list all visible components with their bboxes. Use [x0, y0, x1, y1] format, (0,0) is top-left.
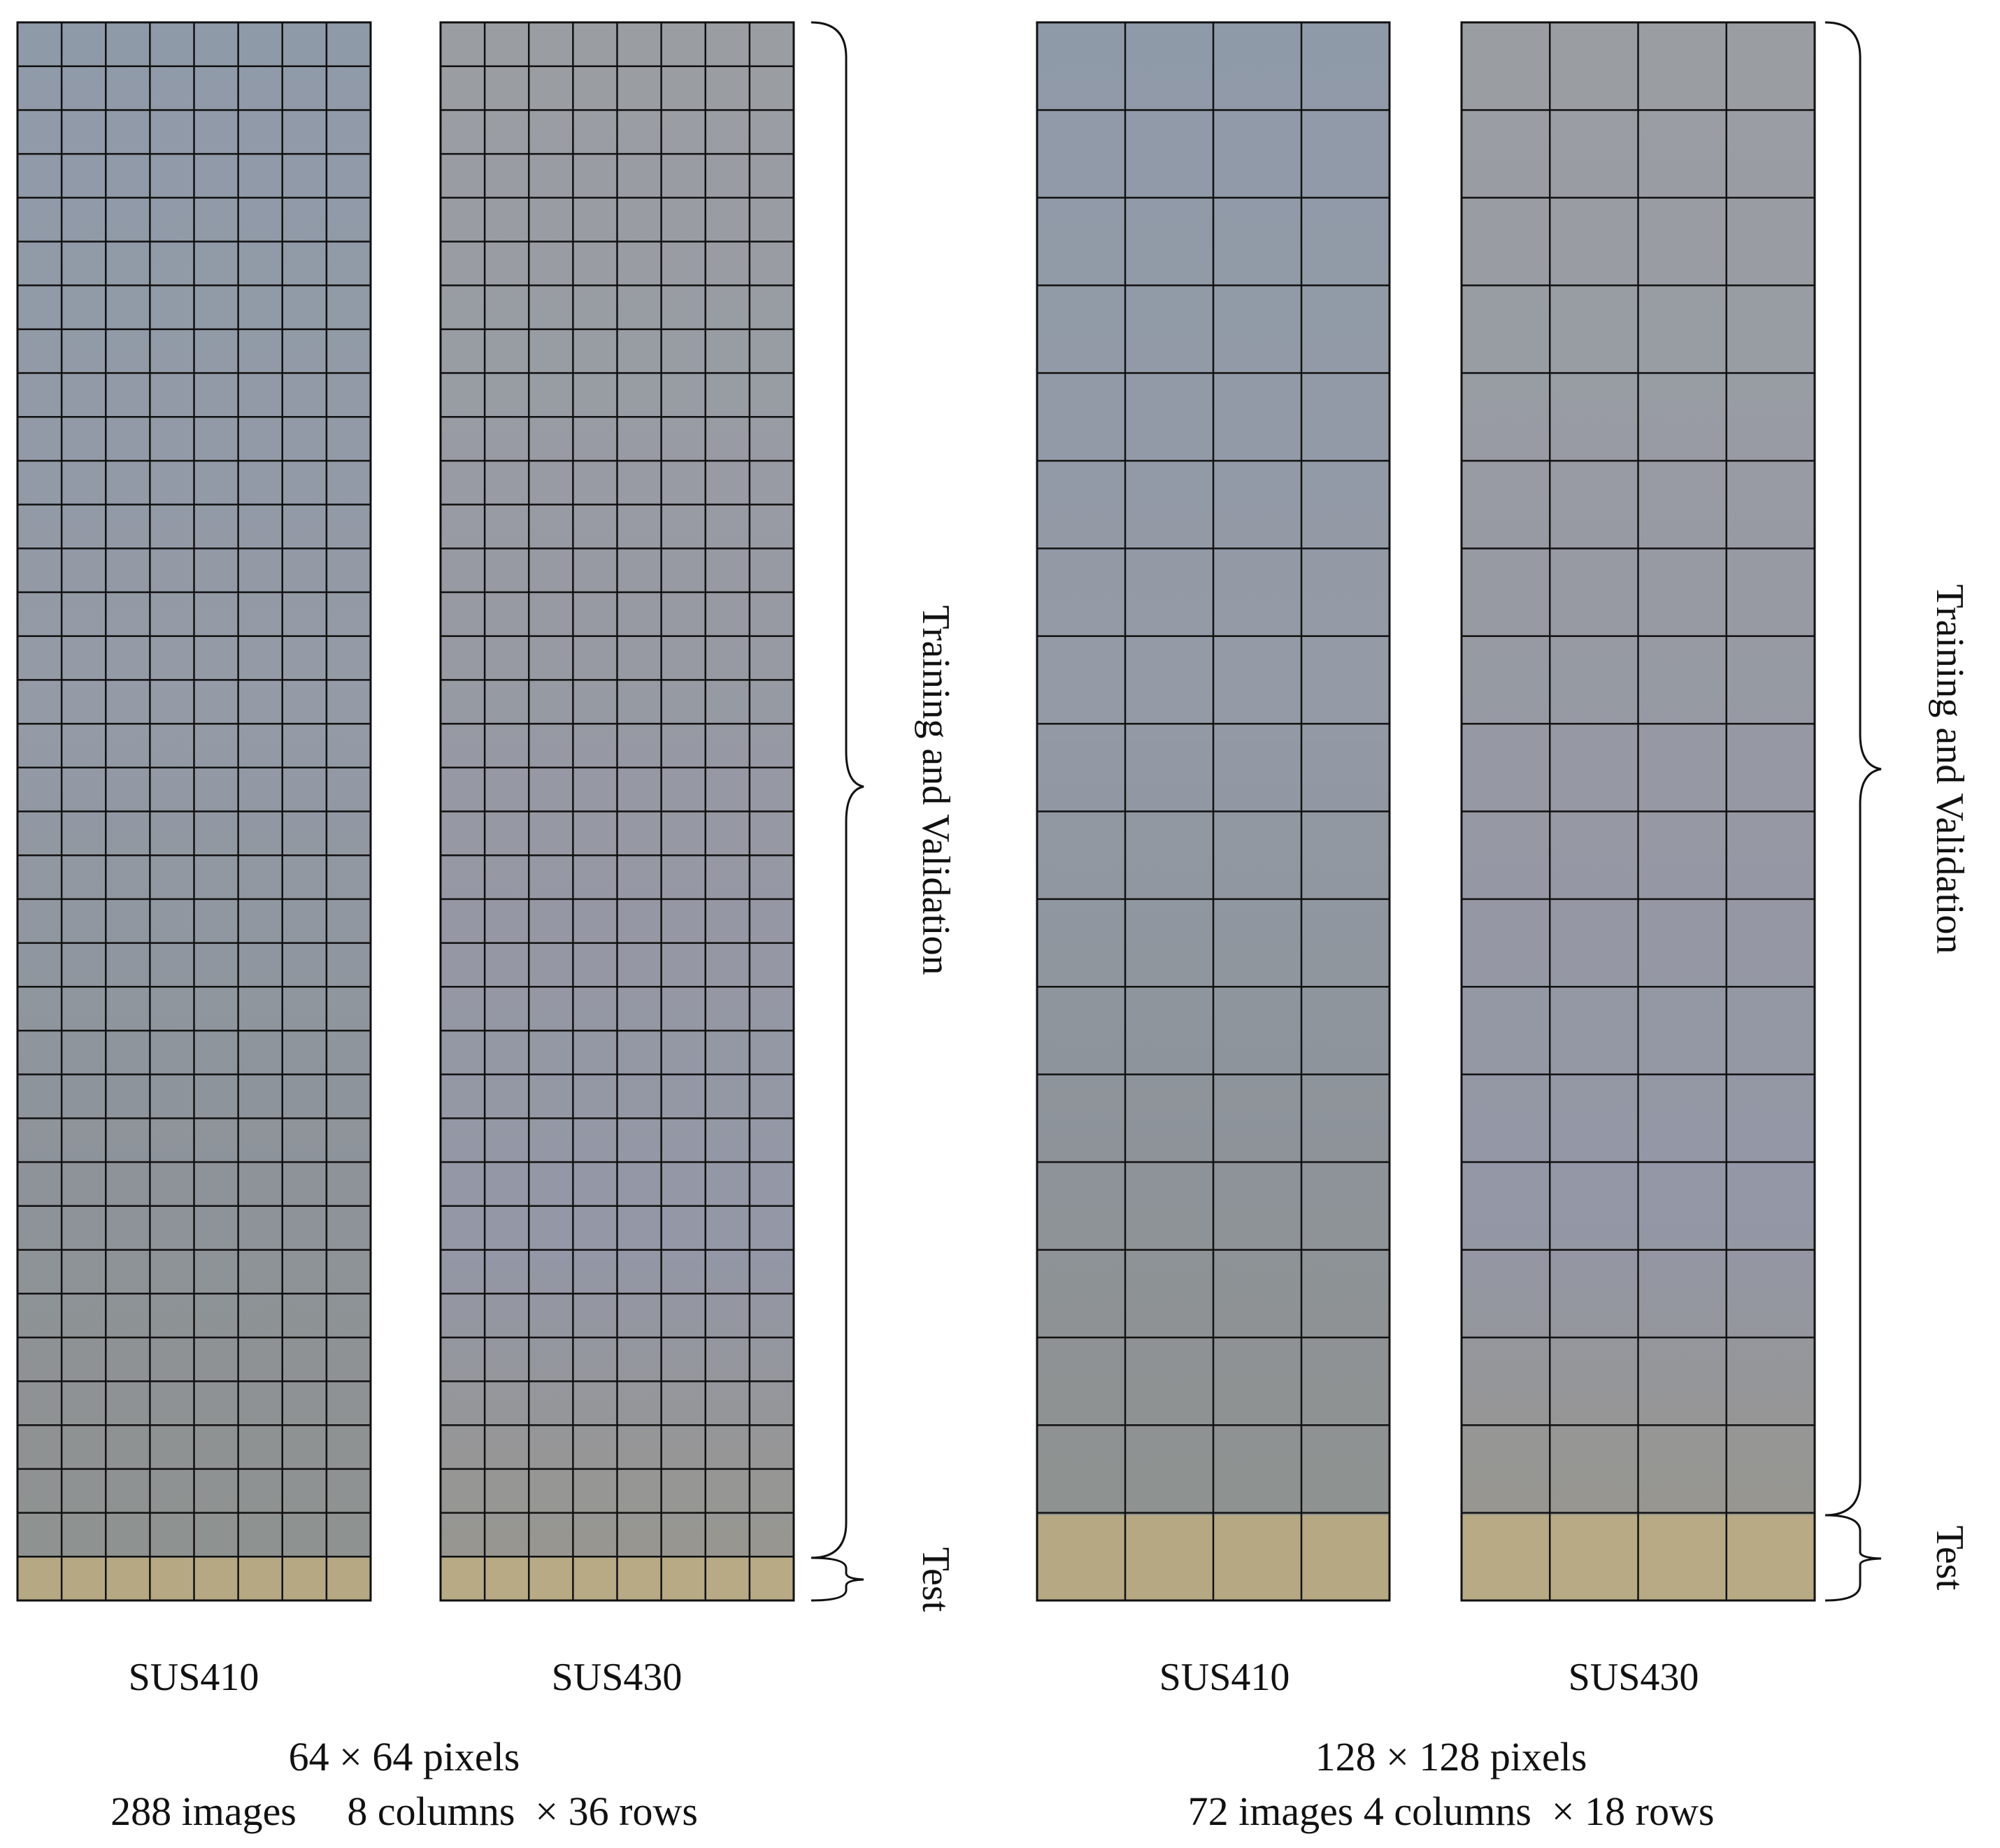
strip-sus410-128: [1036, 21, 1391, 1602]
tile-grid: [16, 21, 372, 1602]
brace-test-128: [1824, 1514, 1882, 1602]
caption-size-64: 64 × 64 pixels: [289, 1734, 520, 1779]
strip-label-sus430-64: SUS430: [552, 1656, 683, 1699]
strip-sus410-64: [16, 21, 372, 1602]
caption-count-128: 72 images 4 columns × 18 rows: [1188, 1789, 1715, 1834]
caption-count-64: 288 images 8 columns × 36 rows: [110, 1789, 698, 1834]
label-train-validation-128: Training and Validation: [1928, 585, 1971, 954]
caption-size-128: 128 × 128 pixels: [1315, 1734, 1587, 1779]
label-train-validation-64: Training and Validation: [914, 606, 957, 975]
brace-test-64: [810, 1556, 864, 1602]
tile-grid: [1460, 21, 1816, 1602]
brace-train-64: [810, 21, 864, 1559]
label-test-128: Test: [1928, 1526, 1971, 1591]
panel-128px: Training and Validation Test SUS410 SUS4…: [1036, 21, 1971, 1834]
strip-label-sus410-64: SUS410: [129, 1656, 259, 1699]
strip-sus430-128: [1460, 21, 1816, 1602]
strip-label-sus410-128: SUS410: [1159, 1656, 1290, 1699]
panel-64px: Training and Validation Test SUS410 SUS4…: [16, 21, 957, 1834]
brace-train-128: [1824, 21, 1882, 1517]
strip-sus430-64: [439, 21, 795, 1602]
label-test-64: Test: [914, 1547, 957, 1612]
tile-grid: [1036, 21, 1391, 1602]
tile-grid: [439, 21, 795, 1602]
strip-label-sus430-128: SUS430: [1569, 1656, 1699, 1699]
